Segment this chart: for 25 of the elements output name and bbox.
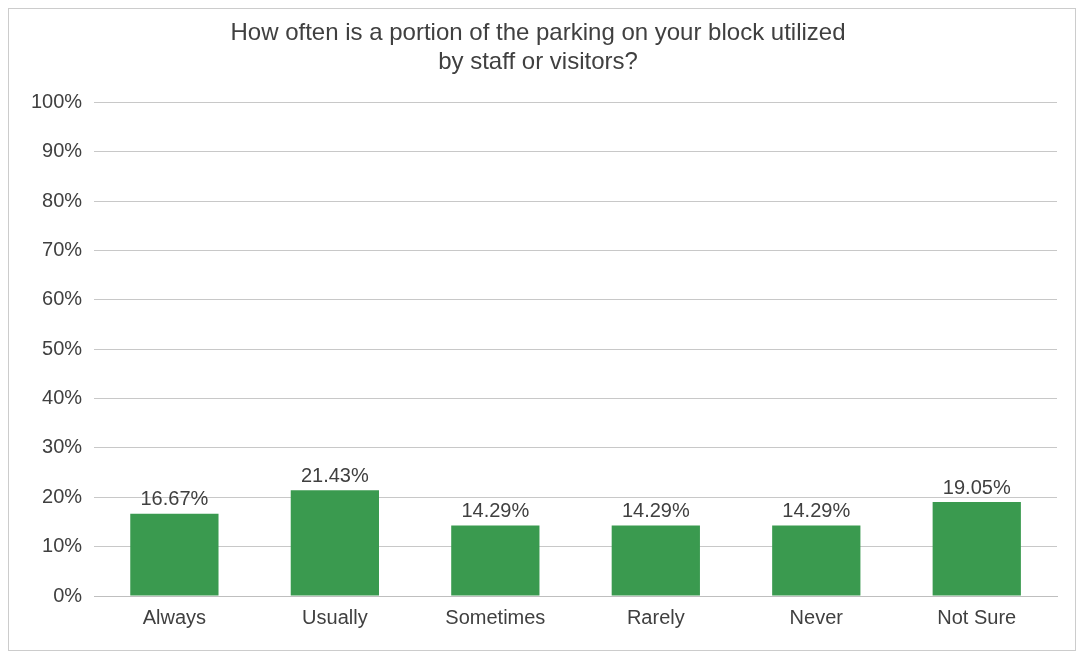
- data-label: 21.43%: [300, 463, 369, 486]
- y-tick-label: 90%: [42, 139, 83, 162]
- x-tick-label: Never: [789, 605, 844, 628]
- data-label: 16.67%: [140, 487, 209, 510]
- y-tick-label: 60%: [42, 287, 83, 310]
- y-tick-label: 40%: [42, 386, 83, 409]
- text: How often is a portion of the parking on your block utilized: [230, 18, 846, 46]
- x-tick-label: Rarely: [626, 605, 685, 628]
- x-tick-label: Usually: [302, 605, 368, 628]
- y-tick-label: 0%: [53, 583, 83, 606]
- y-tick-label: 100%: [31, 90, 83, 113]
- data-label: 19.05%: [942, 475, 1011, 498]
- y-tick-label: 10%: [42, 534, 83, 557]
- text: by staff or visitors?: [438, 46, 638, 74]
- data-label: 14.29%: [461, 499, 530, 522]
- x-tick-label: Not Sure: [937, 605, 1017, 628]
- data-label: 14.29%: [782, 499, 851, 522]
- data-label: 14.29%: [621, 499, 690, 522]
- y-tick-label: 30%: [42, 435, 83, 458]
- y-tick-label: 80%: [42, 188, 83, 211]
- y-tick-label: 50%: [42, 336, 83, 359]
- y-tick-label: 20%: [42, 484, 83, 507]
- x-tick-label: Always: [142, 605, 207, 628]
- y-tick-label: 70%: [42, 238, 83, 261]
- x-tick-label: Sometimes: [445, 605, 546, 628]
